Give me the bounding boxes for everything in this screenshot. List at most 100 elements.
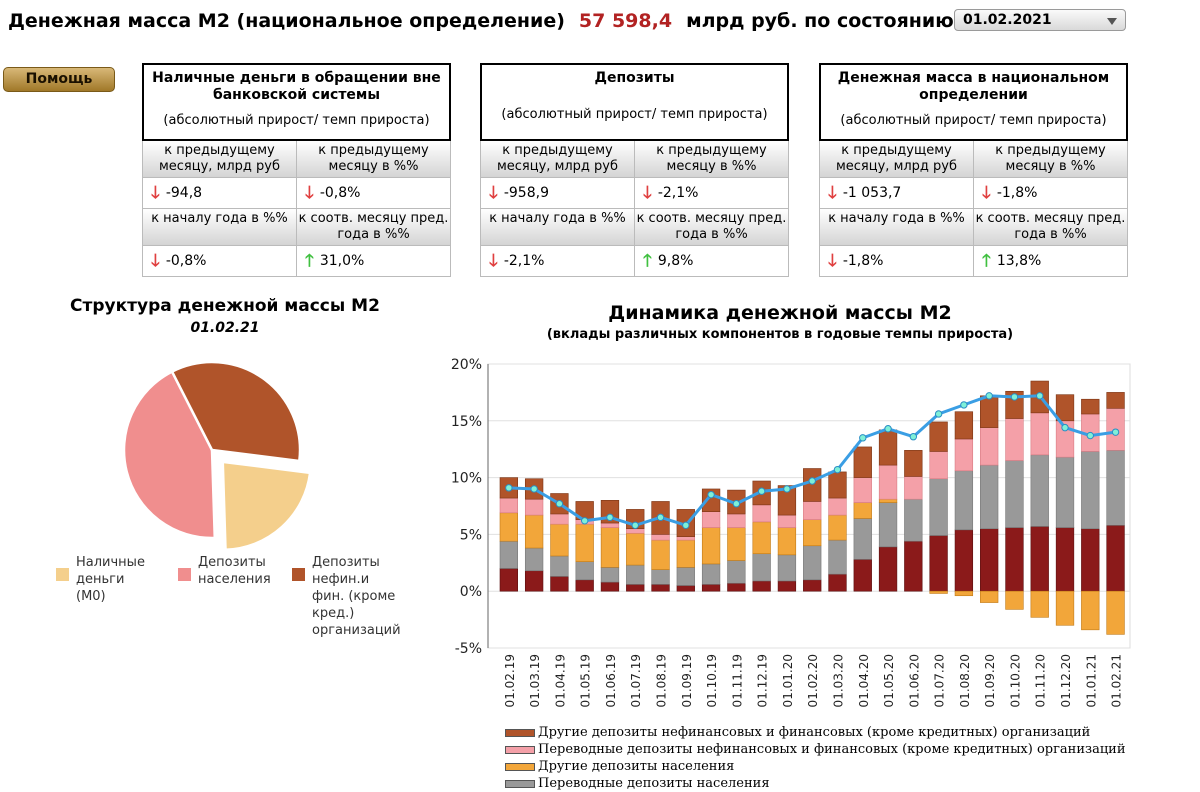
bar-segment-corp-transfer[interactable] — [828, 497, 847, 516]
line-point[interactable] — [960, 401, 968, 409]
bar-segment-cash[interactable] — [626, 584, 645, 592]
bar-segment-household-other[interactable] — [1030, 590, 1049, 618]
bar-segment-household-transfer[interactable] — [803, 545, 822, 581]
bar-segment-household-other[interactable] — [676, 539, 695, 568]
bar-segment-corp-other[interactable] — [853, 446, 872, 478]
bar-segment-corp-transfer[interactable] — [1005, 418, 1024, 461]
bar-segment-household-other[interactable] — [1081, 590, 1100, 631]
bar-segment-corp-other[interactable] — [1081, 398, 1100, 415]
line-point[interactable] — [1086, 431, 1094, 440]
bar-segment-household-transfer[interactable] — [499, 540, 518, 569]
bar-segment-household-transfer[interactable] — [853, 518, 872, 560]
bar-segment-cash[interactable] — [853, 559, 872, 592]
bar-segment-corp-other[interactable] — [878, 429, 898, 466]
bar-segment-household-other[interactable] — [550, 523, 569, 557]
bar-segment-cash[interactable] — [499, 568, 518, 592]
bar-segment-household-transfer[interactable] — [954, 470, 974, 531]
bar-segment-corp-transfer[interactable] — [626, 528, 645, 534]
bar-segment-household-transfer[interactable] — [600, 567, 620, 583]
bar-segment-household-other[interactable] — [1005, 590, 1024, 610]
bar-segment-cash[interactable] — [904, 540, 923, 592]
bar-segment-household-transfer[interactable] — [1106, 450, 1125, 526]
bar-segment-cash[interactable] — [524, 570, 544, 592]
pie-slice-cash[interactable] — [221, 460, 312, 550]
line-point[interactable] — [934, 410, 943, 418]
bar-segment-cash[interactable] — [727, 582, 746, 592]
bar-segment-corp-other[interactable] — [980, 395, 999, 428]
line-point[interactable] — [909, 433, 918, 441]
bar-segment-corp-transfer[interactable] — [651, 534, 670, 541]
bar-segment-cash[interactable] — [878, 546, 898, 592]
bar-segment-corp-other[interactable] — [1106, 392, 1125, 409]
bar-segment-household-transfer[interactable] — [1030, 454, 1049, 527]
bar-segment-cash[interactable] — [575, 579, 594, 592]
bar-segment-household-transfer[interactable] — [752, 553, 771, 582]
bar-segment-corp-other[interactable] — [1055, 394, 1075, 422]
bar-segment-household-other[interactable] — [1055, 590, 1075, 626]
bar-segment-household-other[interactable] — [980, 590, 999, 603]
line-point[interactable] — [555, 500, 564, 508]
line-point[interactable] — [808, 477, 816, 485]
bar-segment-household-other[interactable] — [626, 532, 645, 566]
bar-segment-cash[interactable] — [954, 529, 974, 592]
bar-segment-household-other[interactable] — [954, 590, 974, 597]
bar-segment-cash[interactable] — [777, 580, 797, 592]
bar-segment-household-other[interactable] — [651, 539, 670, 570]
bar-segment-household-other[interactable] — [1106, 590, 1125, 635]
bar-segment-household-other[interactable] — [878, 498, 898, 503]
bar-segment-cash[interactable] — [550, 576, 569, 592]
line-point[interactable] — [1036, 392, 1044, 400]
bar-segment-household-transfer[interactable] — [701, 563, 721, 585]
bar-segment-corp-other[interactable] — [954, 411, 974, 440]
chevron-down-icon[interactable] — [1107, 18, 1117, 25]
line-point[interactable] — [1010, 393, 1019, 401]
bar-segment-corp-other[interactable] — [904, 450, 923, 477]
line-point[interactable] — [757, 487, 766, 495]
bar-segment-corp-transfer[interactable] — [600, 522, 620, 528]
bar-segment-cash[interactable] — [1055, 527, 1075, 592]
bar-segment-household-transfer[interactable] — [676, 567, 695, 586]
line-point[interactable] — [707, 490, 715, 499]
bar-segment-household-other[interactable] — [803, 519, 822, 547]
line-point[interactable] — [505, 484, 513, 492]
bar-segment-cash[interactable] — [803, 579, 822, 592]
line-point[interactable] — [884, 425, 892, 433]
bar-segment-corp-other[interactable] — [929, 421, 948, 452]
bar-segment-corp-transfer[interactable] — [878, 464, 898, 500]
bar-segment-household-other[interactable] — [701, 527, 721, 565]
line-point[interactable] — [783, 485, 791, 493]
line-point[interactable] — [682, 521, 690, 530]
bar-segment-household-transfer[interactable] — [980, 464, 999, 530]
bar-segment-corp-transfer[interactable] — [752, 504, 771, 523]
bar-segment-corp-transfer[interactable] — [524, 498, 544, 516]
bar-segment-cash[interactable] — [676, 585, 695, 592]
line-point[interactable] — [833, 465, 842, 474]
bar-segment-corp-transfer[interactable] — [777, 514, 797, 528]
bar-segment-household-other[interactable] — [777, 527, 797, 556]
bar-segment-household-transfer[interactable] — [727, 560, 746, 584]
line-point[interactable] — [859, 434, 867, 442]
bar-segment-corp-transfer[interactable] — [1030, 412, 1049, 456]
line-point[interactable] — [580, 517, 589, 525]
bar-segment-household-other[interactable] — [600, 527, 620, 568]
bar-segment-cash[interactable] — [752, 580, 771, 592]
bar-segment-household-transfer[interactable] — [524, 547, 544, 572]
bar-segment-household-transfer[interactable] — [828, 539, 847, 575]
bar-segment-household-other[interactable] — [575, 523, 594, 562]
bar-segment-corp-transfer[interactable] — [499, 497, 518, 514]
bar-segment-cash[interactable] — [980, 528, 999, 592]
bar-segment-household-transfer[interactable] — [575, 561, 594, 581]
line-point[interactable] — [606, 513, 614, 522]
bar-segment-corp-transfer[interactable] — [676, 536, 695, 541]
date-select[interactable]: 01.02.2021 — [954, 9, 1126, 31]
bar-segment-corp-transfer[interactable] — [954, 438, 974, 472]
bar-segment-corp-other[interactable] — [803, 468, 822, 502]
line-point[interactable] — [1061, 423, 1069, 432]
bar-segment-household-transfer[interactable] — [904, 498, 923, 542]
line-point[interactable] — [631, 521, 639, 530]
line-point[interactable] — [1111, 428, 1120, 436]
bar-segment-corp-transfer[interactable] — [853, 477, 872, 503]
bar-segment-household-other[interactable] — [524, 514, 544, 549]
bar-segment-household-transfer[interactable] — [1005, 460, 1024, 528]
bar-segment-household-transfer[interactable] — [626, 564, 645, 585]
